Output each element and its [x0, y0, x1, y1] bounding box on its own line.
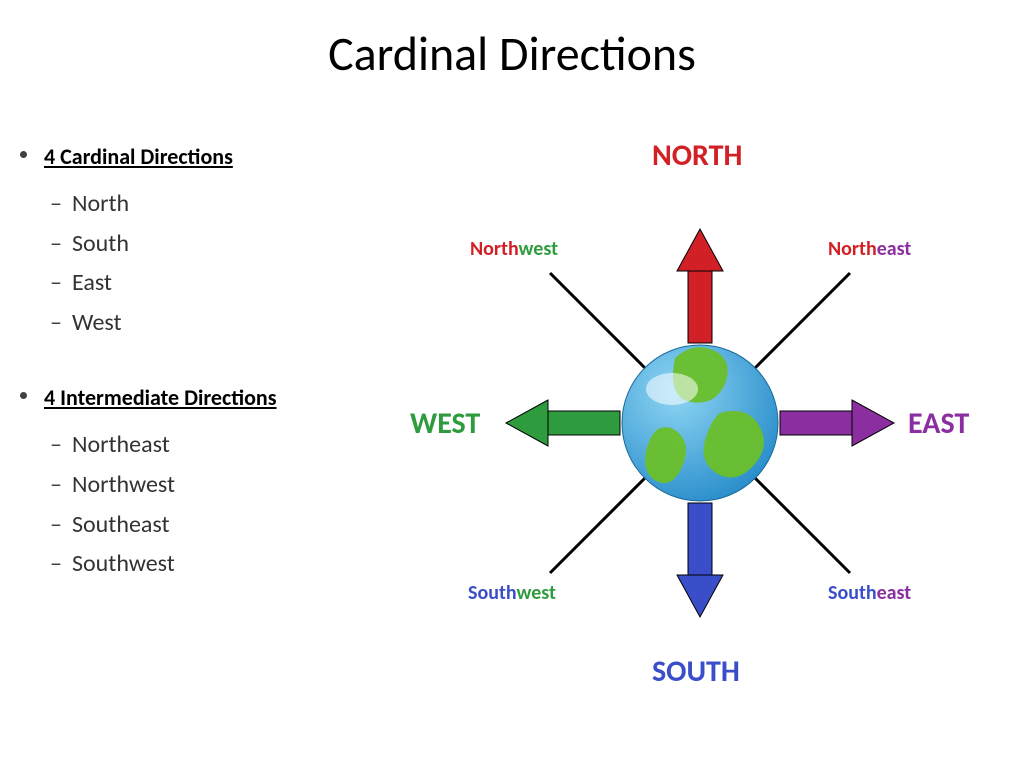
line-northwest	[550, 273, 646, 369]
cardinal-list: North South East West	[44, 184, 420, 342]
list-item: East	[72, 263, 420, 303]
list-item: Northwest	[72, 465, 420, 505]
arrow-north	[677, 229, 723, 343]
label-west: WEST	[410, 405, 480, 442]
list-item: West	[72, 303, 420, 343]
list-item: Northeast	[72, 425, 420, 465]
list-item: South	[72, 224, 420, 264]
label-northeast: Northeast	[828, 237, 911, 261]
intermediate-list: Northeast Northwest Southeast Southwest	[44, 425, 420, 583]
arrow-south	[677, 503, 723, 617]
list-item: North	[72, 184, 420, 224]
label-suffix: west	[519, 237, 559, 261]
section-header-label: 4 Intermediate Directions	[44, 384, 277, 411]
bullet-icon	[20, 392, 27, 399]
label-suffix: east	[877, 581, 912, 605]
label-southwest: Southwest	[468, 581, 556, 605]
bullet-icon	[20, 151, 27, 158]
list-item: Southeast	[72, 505, 420, 545]
section-header-cardinal: 4 Cardinal Directions	[44, 143, 420, 170]
arrow-east	[780, 400, 894, 446]
label-southeast: Southeast	[828, 581, 911, 605]
slide-body: 4 Cardinal Directions North South East W…	[0, 143, 1024, 703]
line-southwest	[550, 477, 646, 573]
line-northeast	[754, 273, 850, 369]
label-prefix: South	[828, 581, 877, 605]
label-north: NORTH	[652, 137, 742, 174]
label-east: EAST	[908, 405, 969, 442]
arrow-west	[506, 400, 620, 446]
text-column: 4 Cardinal Directions North South East W…	[0, 143, 420, 703]
line-southeast	[754, 477, 850, 573]
compass-diagram: NORTH SOUTH EAST WEST Northeast Northwes…	[420, 143, 980, 703]
label-prefix: South	[468, 581, 516, 605]
label-northwest: Northwest	[470, 237, 558, 261]
section-header-intermediate: 4 Intermediate Directions	[44, 384, 420, 411]
globe-highlight	[646, 373, 698, 405]
label-south: SOUTH	[652, 653, 740, 690]
label-suffix: west	[516, 581, 556, 605]
list-item: Southwest	[72, 544, 420, 584]
section-header-label: 4 Cardinal Directions	[44, 143, 233, 170]
compass-svg	[420, 143, 980, 703]
label-prefix: North	[828, 237, 877, 261]
label-prefix: North	[470, 237, 519, 261]
label-suffix: east	[877, 237, 912, 261]
slide-title: Cardinal Directions	[0, 0, 1024, 83]
